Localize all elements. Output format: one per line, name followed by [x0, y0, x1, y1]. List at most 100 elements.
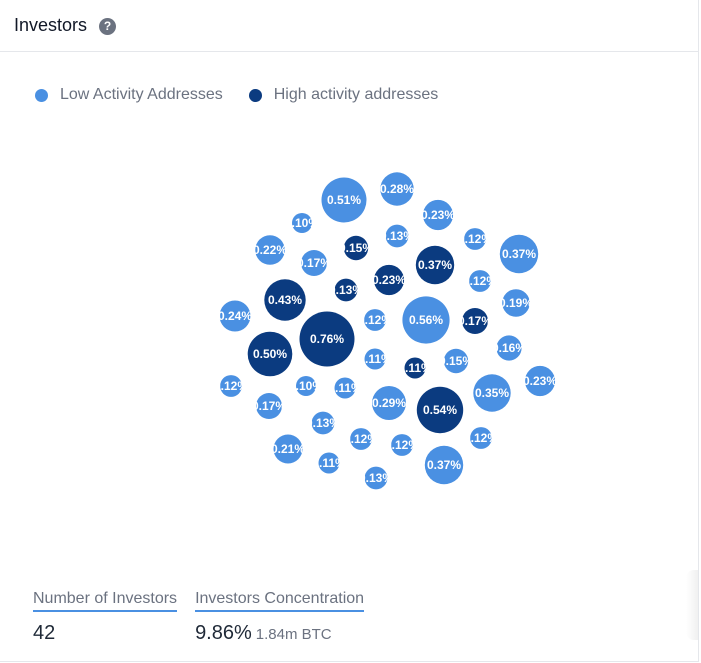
legend-item-low-activity[interactable]: Low Activity Addresses — [35, 86, 223, 104]
bubble-circle[interactable] — [372, 386, 406, 420]
bubble-circle[interactable] — [416, 386, 464, 434]
bubble[interactable]: 0.51% — [321, 177, 367, 223]
bubble[interactable]: 0.28% — [380, 172, 414, 206]
bubble-circle[interactable] — [404, 357, 426, 379]
bubble[interactable]: 0.13% — [359, 466, 393, 490]
bubble-circle[interactable] — [385, 224, 409, 248]
bubble-circle[interactable] — [301, 250, 327, 276]
bubble[interactable]: 0.12% — [464, 427, 498, 449]
bubble-circle[interactable] — [424, 445, 464, 485]
bubble[interactable]: 0.12% — [358, 309, 392, 331]
bubble-circle[interactable] — [318, 452, 340, 474]
bubble-label: 0.15% — [439, 354, 473, 368]
bubble[interactable]: 0.76% — [299, 311, 355, 367]
bubble-circle[interactable] — [469, 270, 491, 292]
bubble-circle[interactable] — [373, 264, 405, 296]
bubble-label: 0.51% — [327, 193, 361, 207]
bubble-circle[interactable] — [364, 309, 386, 331]
bubble[interactable]: 0.21% — [271, 434, 305, 464]
bubble[interactable]: 0.12% — [214, 375, 248, 397]
bubble[interactable]: 0.15% — [439, 348, 473, 374]
bubble-circle[interactable] — [502, 289, 530, 317]
bubble-circle[interactable] — [256, 393, 282, 419]
legend-label-low-activity: Low Activity Addresses — [60, 86, 223, 103]
bubble[interactable]: 0.12% — [463, 270, 497, 292]
bubble-circle[interactable] — [334, 377, 356, 399]
legend-label-high-activity: High activity addresses — [273, 86, 439, 103]
bubble-circle[interactable] — [296, 376, 316, 396]
bubble-circle[interactable] — [402, 296, 450, 344]
bubble-circle[interactable] — [334, 278, 358, 302]
bubble[interactable]: 0.17% — [252, 393, 286, 419]
bubble[interactable]: 0.37% — [424, 445, 464, 485]
bubble-label: 0.11% — [312, 456, 346, 470]
bubble[interactable]: 0.16% — [492, 335, 526, 361]
bubble-label: 0.23% — [372, 273, 406, 287]
bubble[interactable]: 0.12% — [344, 428, 378, 450]
bubble[interactable]: 0.11% — [398, 357, 432, 379]
bubble[interactable]: 0.19% — [499, 289, 533, 317]
bubble[interactable]: 0.23% — [372, 264, 406, 296]
bubble[interactable]: 0.11% — [328, 377, 362, 399]
bubble-circle[interactable] — [499, 234, 539, 274]
bubble-circle[interactable] — [321, 177, 367, 223]
bubble-circle[interactable] — [219, 300, 251, 332]
bubble-circle[interactable] — [496, 335, 522, 361]
bubble[interactable]: 0.54% — [416, 386, 464, 434]
stat-number-of-investors: Number of Investors 42 — [33, 590, 178, 645]
bubble-circle[interactable] — [299, 311, 355, 367]
bubble-circle[interactable] — [470, 427, 492, 449]
bubble-circle[interactable] — [343, 235, 369, 261]
bubble-circle[interactable] — [247, 331, 293, 377]
bubble[interactable]: 0.13% — [380, 224, 414, 248]
bubble-circle[interactable] — [464, 228, 486, 250]
bubble-label: 0.13% — [329, 283, 363, 297]
chart-legend: Low Activity Addresses High activity add… — [35, 86, 464, 104]
bubble-circle[interactable] — [391, 434, 413, 456]
bubble-circle[interactable] — [422, 199, 454, 231]
bubble-circle[interactable] — [364, 466, 388, 490]
bubble-circle[interactable] — [443, 348, 469, 374]
bubble[interactable]: 0.10% — [285, 213, 319, 233]
bubble[interactable]: 0.13% — [329, 278, 363, 302]
bubble[interactable]: 0.50% — [247, 331, 293, 377]
bubble-circle[interactable] — [415, 245, 455, 285]
bubble-circle[interactable] — [524, 365, 556, 397]
bubble-circle[interactable] — [292, 213, 312, 233]
bubble-circle[interactable] — [273, 434, 303, 464]
bubble-circle[interactable] — [220, 375, 242, 397]
bubble[interactable]: 0.11% — [358, 348, 392, 370]
bubble[interactable]: 0.11% — [312, 452, 346, 474]
question-circle-icon[interactable]: ? — [99, 17, 117, 35]
bubble[interactable]: 0.43% — [264, 279, 306, 321]
bubble[interactable]: 0.23% — [523, 365, 557, 397]
bubble[interactable]: 0.23% — [421, 199, 455, 231]
bubble-circle[interactable] — [264, 279, 306, 321]
bubble[interactable]: 0.22% — [253, 235, 287, 265]
bubble-circle[interactable] — [255, 235, 285, 265]
bubble-circle[interactable] — [380, 172, 414, 206]
bubble[interactable]: 0.24% — [218, 300, 252, 332]
bubble[interactable]: 0.35% — [473, 374, 511, 412]
bubble-circle[interactable] — [462, 308, 488, 334]
bubble[interactable]: 0.17% — [458, 308, 492, 334]
bubble[interactable]: 0.12% — [458, 228, 492, 250]
investors-count: 42 — [33, 622, 56, 644]
bubble-label: 0.10% — [285, 216, 319, 230]
bubble-label: 0.13% — [380, 229, 414, 243]
bubble-circle[interactable] — [364, 348, 386, 370]
bubble[interactable]: 0.12% — [385, 434, 419, 456]
bubble-circle[interactable] — [350, 428, 372, 450]
bubble[interactable]: 0.56% — [402, 296, 450, 344]
bubble[interactable]: 0.15% — [339, 235, 373, 261]
bubble[interactable]: 0.17% — [297, 250, 331, 276]
scroll-edge-shadow — [686, 570, 698, 640]
bubble[interactable]: 0.13% — [306, 411, 340, 435]
bubble[interactable]: 0.37% — [415, 245, 455, 285]
bubble-circle[interactable] — [311, 411, 335, 435]
bubble[interactable]: 0.37% — [499, 234, 539, 274]
bubble[interactable]: 0.10% — [289, 376, 323, 396]
legend-item-high-activity[interactable]: High activity addresses — [248, 86, 439, 104]
bubble[interactable]: 0.29% — [372, 386, 406, 420]
bubble-circle[interactable] — [473, 374, 511, 412]
